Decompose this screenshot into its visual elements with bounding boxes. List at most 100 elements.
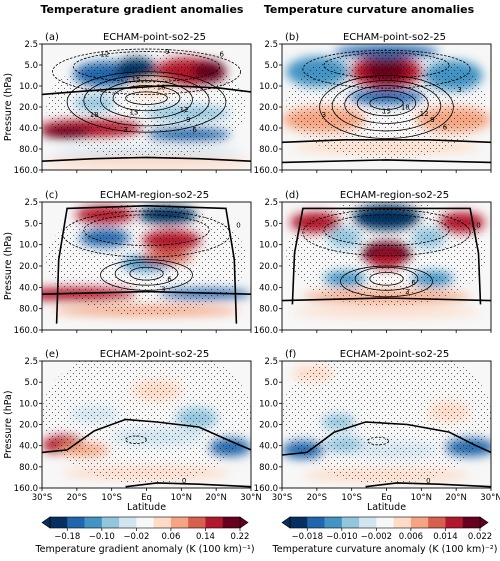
x-tick-label: 30°S — [32, 493, 52, 503]
contour-label: 3 — [123, 126, 127, 134]
colorbar-swatch — [119, 517, 137, 528]
colorbar-swatch — [153, 517, 172, 528]
panel-title: ECHAM-2point-so2-25 — [100, 349, 209, 360]
contour-line — [369, 96, 404, 110]
contour-line — [66, 71, 227, 133]
contour-label: 18 — [401, 104, 410, 112]
panel-label: (e) — [45, 349, 59, 360]
column-title-right: Temperature curvature anomalies — [264, 3, 475, 16]
y-tick-label: 20.0 — [19, 103, 38, 113]
colorbar-tick-label: 0.14 — [196, 532, 215, 542]
colorbar-swatch — [205, 517, 224, 528]
y-tick-label: 2.5 — [264, 357, 278, 367]
panel-label: (c) — [45, 190, 58, 201]
colorbar-tick-label: −0.002 — [361, 532, 392, 542]
panel-title: ECHAM-region-so2-25 — [340, 190, 449, 201]
y-tick-label: 160.0 — [14, 166, 38, 176]
panel-title: ECHAM-point-so2-25 — [103, 32, 206, 43]
x-tick-label: Eq — [381, 493, 392, 503]
y-tick-label: 10.0 — [259, 82, 278, 92]
panel-field: 63 0 — [282, 202, 491, 330]
y-tick-label: 40.0 — [259, 283, 278, 293]
significance-stipple — [46, 54, 247, 160]
y-tick-label: 160.0 — [14, 326, 38, 336]
colorbar-tick-label: −0.02 — [123, 532, 149, 542]
y-tick-label: 5.0 — [24, 378, 38, 388]
zero-contour — [55, 204, 238, 324]
contour-line — [125, 435, 147, 444]
contour-label: 6 — [411, 279, 416, 287]
y-tick-label: 20.0 — [259, 262, 278, 272]
zero-contour — [282, 139, 491, 144]
colorbar-swatch — [84, 517, 103, 528]
y-tick-label: 2.5 — [264, 40, 278, 50]
contour-line — [323, 214, 450, 246]
contour-line — [340, 265, 433, 298]
colorbar-swatch — [307, 517, 325, 528]
contour-line — [100, 80, 193, 119]
panel-e: 0 (e) ECHAM-2point-so2-25 2.5 5.0 10.0 20.0 40.… — [3, 349, 262, 513]
contour-label: 3 — [405, 288, 409, 296]
contour-label: 12 — [100, 51, 109, 59]
contour-line — [125, 91, 168, 105]
contour-label: 15 — [382, 107, 391, 115]
x-tick-label: 20°N — [205, 493, 226, 503]
contour-line — [302, 49, 471, 89]
y-tick-label: 40.0 — [19, 283, 38, 293]
zero-contour — [42, 156, 251, 162]
y-tick-label: 80.0 — [19, 145, 38, 155]
contour-label: 3 — [322, 111, 326, 119]
y-tick-label: 2.5 — [24, 357, 38, 367]
panel-label: (b) — [285, 32, 299, 43]
colorbar-swatch — [393, 517, 412, 528]
panel-d: 63 0 (d) ECHAM-region-so2-25 2.5 5.0 10.0 20.0 4… — [254, 190, 492, 336]
contour-line — [323, 52, 450, 79]
y-tick-label: 20.0 — [19, 262, 38, 272]
colorbar-extend-low — [41, 516, 51, 529]
contour-line — [100, 259, 193, 291]
contour-line — [83, 75, 210, 127]
colorbar-swatch — [341, 517, 360, 528]
y-tick-label: 80.0 — [19, 305, 38, 315]
contour-label: 9 — [165, 48, 169, 56]
y-tick-label: 40.0 — [259, 124, 278, 134]
zero-contour — [42, 290, 251, 295]
zero-contour — [282, 159, 491, 164]
contour-label: 18 — [90, 111, 99, 119]
x-tick-label: 20°N — [445, 493, 466, 503]
colorbar-tick-label: 0.06 — [161, 532, 180, 542]
y-tick-label: 80.0 — [19, 463, 38, 473]
colorbar-tick-label: 0.014 — [433, 532, 457, 542]
significance-stipple — [42, 361, 251, 485]
contour-line — [354, 266, 419, 291]
zero-contour — [282, 297, 491, 302]
y-tick-label: 160.0 — [254, 484, 278, 494]
colorbar-swatch — [428, 517, 446, 528]
anomaly-blob — [292, 306, 481, 318]
significance-stipple — [286, 49, 487, 160]
panel-title: ECHAM-point-so2-25 — [343, 32, 446, 43]
y-tick-label: 160.0 — [14, 484, 38, 494]
contour-line — [83, 214, 210, 246]
y-tick-label: 10.0 — [19, 82, 38, 92]
colorbar-label: Temperature gradient anomaly (K (100 km)… — [34, 544, 254, 555]
x-tick-label: 10°S — [101, 493, 121, 503]
y-tick-label: 10.0 — [259, 241, 278, 251]
colorbar-swatch — [67, 517, 85, 528]
colorbar-swatch — [290, 517, 308, 528]
zero-contour — [282, 421, 491, 456]
contour-label: 0 — [236, 222, 240, 230]
colorbar-swatch — [445, 517, 464, 528]
colorbar-tick-label: −0.10 — [89, 532, 115, 542]
zero-contour — [42, 84, 251, 96]
colorbar-swatch — [101, 517, 120, 528]
y-tick-label: 2.5 — [264, 198, 278, 208]
contour-label: 9 — [186, 116, 190, 124]
colorbar-frame — [49, 516, 241, 529]
y-tick-label: 20.0 — [259, 103, 278, 113]
x-axis-label: Latitude — [367, 502, 406, 513]
colorbar-swatch — [359, 517, 377, 528]
x-tick-label: 10°N — [171, 493, 192, 503]
